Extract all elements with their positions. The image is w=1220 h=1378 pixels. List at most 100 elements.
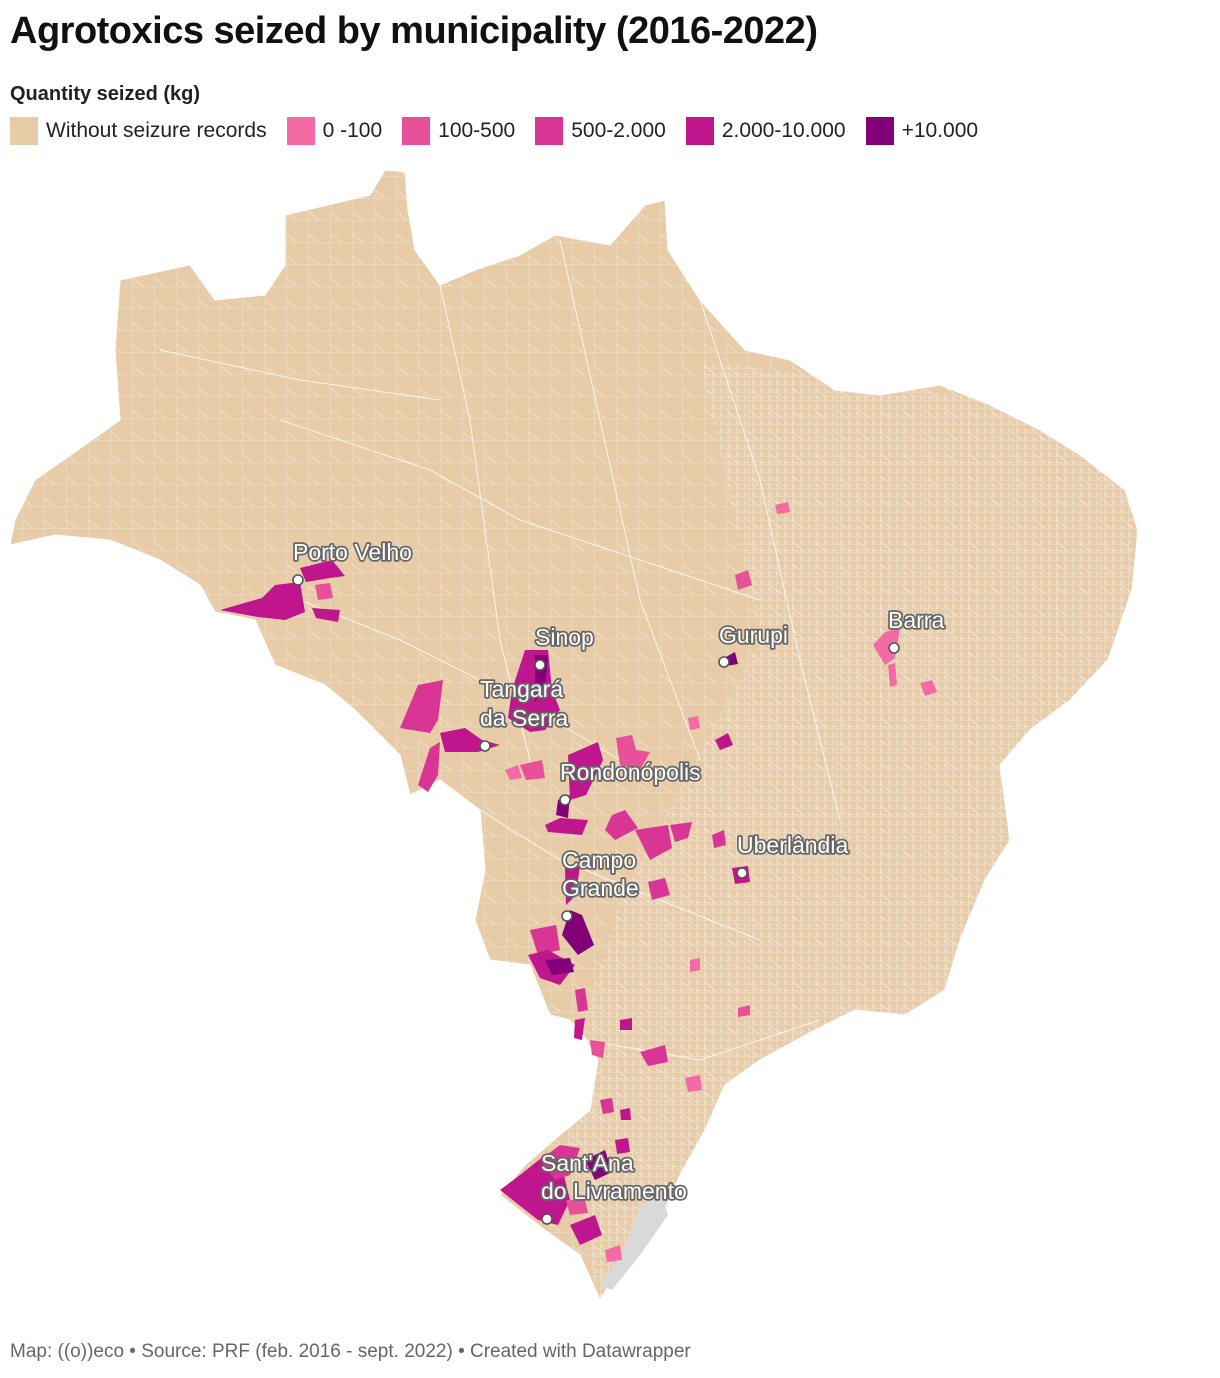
region-seizure xyxy=(574,1018,585,1040)
lagoon xyxy=(600,1195,668,1290)
region-seizure xyxy=(605,1245,622,1262)
region-seizure xyxy=(600,1098,614,1114)
city-marker-barra: Barra xyxy=(886,605,946,654)
region-seizure xyxy=(312,608,340,622)
city-markers: Porto Velho Sinop Gurupi Barra Tangará d… xyxy=(291,537,946,1225)
legend-label: 2.000-10.000 xyxy=(721,119,846,142)
region-seizure xyxy=(738,1005,750,1017)
city-dot xyxy=(534,659,546,671)
region-seizure xyxy=(685,1075,702,1092)
region-seizure xyxy=(315,583,333,600)
region-seizure xyxy=(688,716,700,730)
region-seizure xyxy=(300,560,345,582)
region-seizure xyxy=(545,958,574,975)
brazil-map: Porto Velho Sinop Gurupi Barra Tangará d… xyxy=(9,169,1139,1302)
region-seizure xyxy=(873,628,900,665)
region-seizure xyxy=(418,742,440,792)
legend-swatch xyxy=(535,117,564,145)
region-seizure xyxy=(508,650,560,732)
legend-swatch xyxy=(10,117,38,145)
region-seizure xyxy=(715,733,733,750)
city-marker-santana-do-livramento: Sant'Ana do Livramento xyxy=(539,1148,689,1225)
region-seizure xyxy=(540,1145,580,1180)
legend-label: 100-500 xyxy=(438,119,516,142)
map-title: Agrotoxics seized by municipality (2016-… xyxy=(10,10,818,52)
city-dot xyxy=(561,910,573,922)
region-seizure xyxy=(566,1200,588,1215)
region-seizure xyxy=(615,1138,630,1154)
region-seizure xyxy=(640,1045,668,1066)
legend-swatch xyxy=(286,117,315,145)
region-seizure xyxy=(920,680,937,696)
legend: Without seizure records 0 -100 100-500 5… xyxy=(10,117,998,145)
city-marker-gurupi: Gurupi xyxy=(717,620,790,668)
city-label: Porto Velho xyxy=(293,539,412,565)
region-seizure xyxy=(505,765,522,780)
city-dot xyxy=(541,1213,553,1225)
city-label: Campo xyxy=(562,847,636,873)
legend-label: 500-2.000 xyxy=(571,119,666,142)
region-seizure xyxy=(775,502,790,514)
city-marker-uberlandia: Uberlândia xyxy=(735,830,850,879)
city-dot xyxy=(559,794,571,806)
city-marker-rondonopolis: Rondonópolis xyxy=(558,757,702,806)
city-label: Grande xyxy=(562,875,639,901)
city-dot xyxy=(479,740,491,752)
legend-item-2000-10000: 2.000-10.000 xyxy=(685,117,846,145)
city-label: da Serra xyxy=(480,705,568,731)
region-seizure xyxy=(888,663,897,687)
region-seizure xyxy=(712,830,726,848)
city-label: Sant'Ana xyxy=(541,1150,634,1176)
city-dot xyxy=(888,642,900,654)
legend-label: Without seizure records xyxy=(46,119,267,142)
city-label: Barra xyxy=(888,607,944,633)
region-seizure xyxy=(605,810,638,840)
region-seizure xyxy=(670,822,692,842)
region-seizure xyxy=(735,570,752,590)
legend-item-500-2000: 500-2.000 xyxy=(535,117,666,145)
legend-swatch xyxy=(685,117,714,145)
city-label: Gurupi xyxy=(719,622,788,648)
legend-label: 0 -100 xyxy=(322,119,383,142)
city-label: Uberlândia xyxy=(737,832,848,858)
legend-label: +10.000 xyxy=(901,119,979,142)
region-seizure xyxy=(585,1150,612,1180)
region-seizure xyxy=(568,742,603,800)
legend-item-none: Without seizure records xyxy=(10,117,267,145)
legend-swatch xyxy=(402,117,431,145)
region-seizure xyxy=(648,878,670,900)
region-seizure xyxy=(590,1040,605,1058)
city-label: Tangará xyxy=(480,676,563,702)
city-dot xyxy=(292,574,304,586)
city-label: Sinop xyxy=(535,624,594,650)
legend-item-0-100: 0 -100 xyxy=(286,117,383,145)
city-marker-campo-grande: Campo Grande xyxy=(560,845,640,922)
region-seizure xyxy=(575,988,588,1012)
region-seizure xyxy=(530,925,560,955)
city-label: do Livramento xyxy=(541,1178,687,1204)
region-seizure xyxy=(690,958,700,972)
region-seizure xyxy=(620,1018,632,1030)
legend-item-100-500: 100-500 xyxy=(402,117,515,145)
legend-item-10000-plus: +10.000 xyxy=(865,117,979,145)
city-dot xyxy=(718,656,730,668)
legend-swatch xyxy=(865,117,894,145)
city-marker-porto-velho: Porto Velho xyxy=(291,537,414,586)
city-marker-tangara-da-serra: Tangará da Serra xyxy=(478,674,570,752)
region-seizure xyxy=(220,582,305,620)
region-seizure xyxy=(545,818,588,835)
seizure-regions xyxy=(220,502,937,1262)
region-seizure xyxy=(616,735,650,770)
municipality-boundaries xyxy=(10,170,1138,1300)
region-seizure xyxy=(635,825,672,860)
region-seizure xyxy=(400,680,443,733)
city-label: Rondonópolis xyxy=(560,759,701,785)
region-seizure xyxy=(620,1108,631,1120)
city-marker-sinop: Sinop xyxy=(533,622,596,671)
region-seizure xyxy=(570,1215,602,1245)
legend-title: Quantity seized (kg) xyxy=(10,83,201,105)
region-seizure xyxy=(565,865,580,905)
map-footer: Map: ((o))eco • Source: PRF (feb. 2016 -… xyxy=(10,1341,691,1362)
region-seizure xyxy=(562,910,594,955)
city-dot xyxy=(736,867,748,879)
